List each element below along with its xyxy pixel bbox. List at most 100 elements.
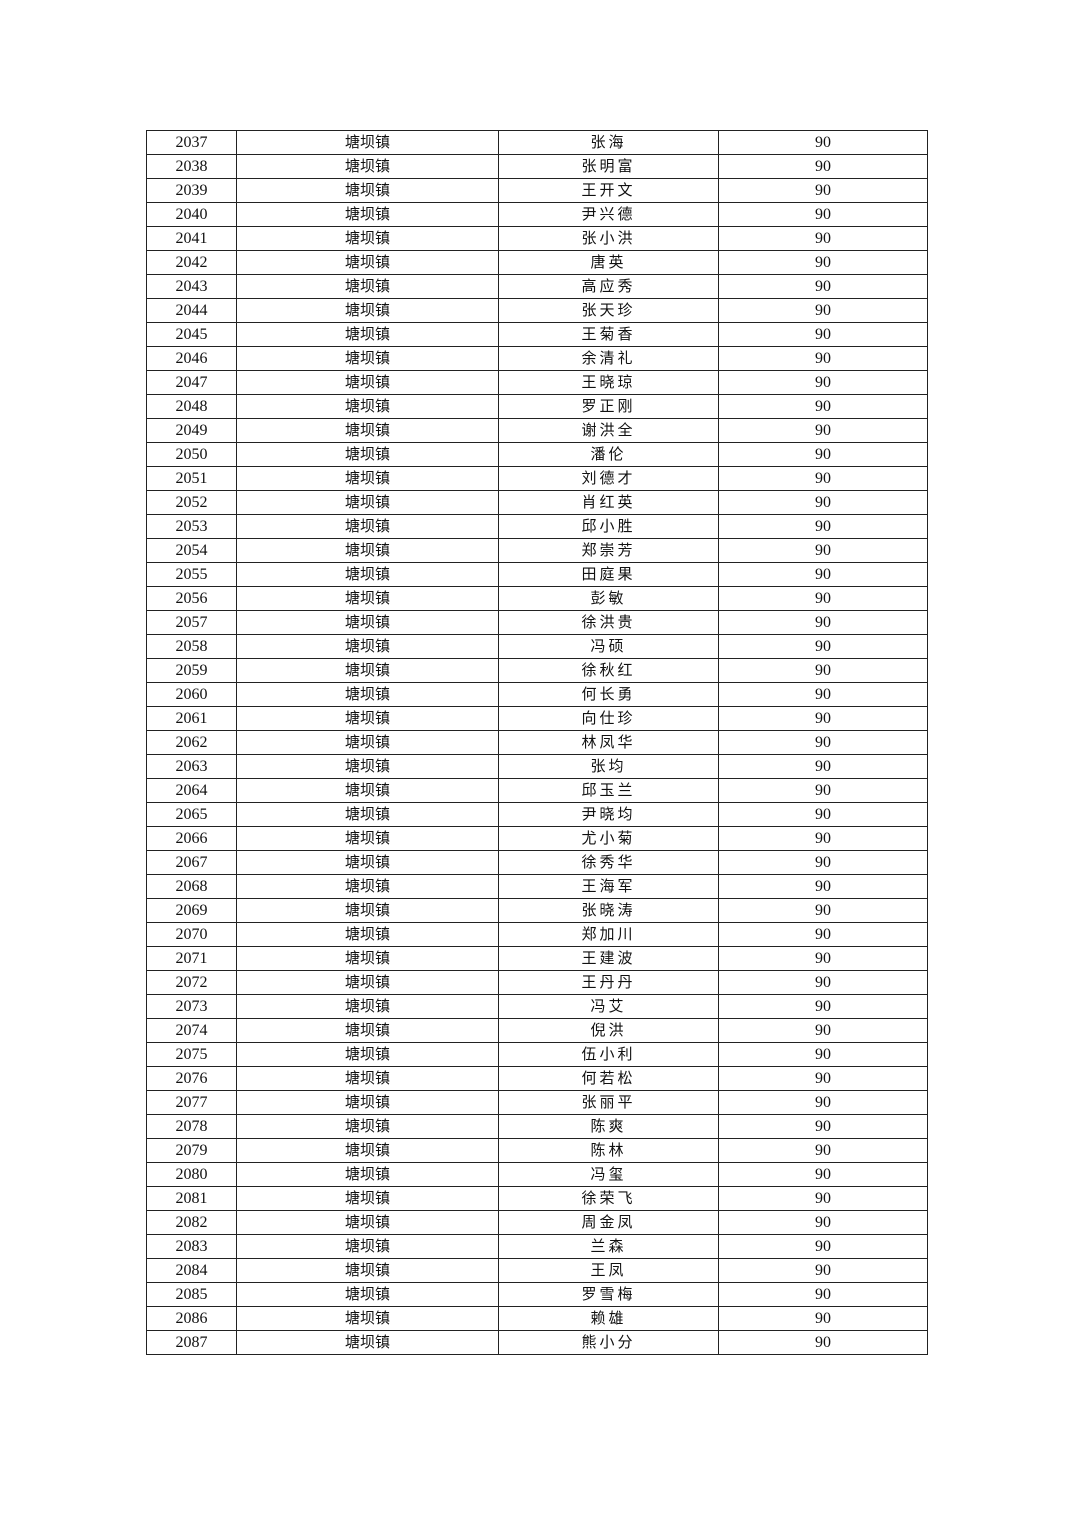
- person-name-cell: 王建波: [498, 946, 719, 971]
- table-row: 2085 塘坝镇 罗雪梅 90: [146, 1282, 928, 1307]
- town-cell: 塘坝镇: [236, 1234, 499, 1259]
- row-number-cell: 2055: [146, 562, 237, 587]
- table-row: 2083 塘坝镇 兰森 90: [146, 1234, 928, 1259]
- person-name-cell: 郑崇芳: [498, 538, 719, 563]
- table-row: 2037 塘坝镇 张海 90: [146, 130, 928, 155]
- row-number-cell: 2049: [146, 418, 237, 443]
- town-cell: 塘坝镇: [236, 634, 499, 659]
- amount-cell: 90: [718, 418, 928, 443]
- person-name-cell: 徐荣飞: [498, 1186, 719, 1211]
- person-name-cell: 冯玺: [498, 1162, 719, 1187]
- row-number-cell: 2071: [146, 946, 237, 971]
- town-cell: 塘坝镇: [236, 898, 499, 923]
- town-cell: 塘坝镇: [236, 1306, 499, 1331]
- row-number-cell: 2043: [146, 274, 237, 299]
- row-number-cell: 2085: [146, 1282, 237, 1307]
- table-row: 2057 塘坝镇 徐洪贵 90: [146, 610, 928, 635]
- table-row: 2068 塘坝镇 王海军 90: [146, 874, 928, 899]
- town-cell: 塘坝镇: [236, 154, 499, 179]
- person-name-cell: 张明富: [498, 154, 719, 179]
- row-number-cell: 2086: [146, 1306, 237, 1331]
- table-row: 2039 塘坝镇 王开文 90: [146, 178, 928, 203]
- table-row: 2074 塘坝镇 倪洪 90: [146, 1018, 928, 1043]
- table-row: 2067 塘坝镇 徐秀华 90: [146, 850, 928, 875]
- table-row: 2048 塘坝镇 罗正刚 90: [146, 394, 928, 419]
- amount-cell: 90: [718, 826, 928, 851]
- row-number-cell: 2083: [146, 1234, 237, 1259]
- table-row: 2087 塘坝镇 熊小分 90: [146, 1330, 928, 1355]
- town-cell: 塘坝镇: [236, 1282, 499, 1307]
- person-name-cell: 尹晓均: [498, 802, 719, 827]
- amount-cell: 90: [718, 922, 928, 947]
- amount-cell: 90: [718, 394, 928, 419]
- row-number-cell: 2054: [146, 538, 237, 563]
- table-row: 2050 塘坝镇 潘伦 90: [146, 442, 928, 467]
- town-cell: 塘坝镇: [236, 658, 499, 683]
- town-cell: 塘坝镇: [236, 1186, 499, 1211]
- person-name-cell: 谢洪全: [498, 418, 719, 443]
- row-number-cell: 2042: [146, 250, 237, 275]
- person-name-cell: 王菊香: [498, 322, 719, 347]
- row-number-cell: 2069: [146, 898, 237, 923]
- row-number-cell: 2060: [146, 682, 237, 707]
- row-number-cell: 2045: [146, 322, 237, 347]
- town-cell: 塘坝镇: [236, 1138, 499, 1163]
- amount-cell: 90: [718, 178, 928, 203]
- table-row: 2047 塘坝镇 王晓琼 90: [146, 370, 928, 395]
- amount-cell: 90: [718, 898, 928, 923]
- table-row: 2044 塘坝镇 张天珍 90: [146, 298, 928, 323]
- row-number-cell: 2077: [146, 1090, 237, 1115]
- town-cell: 塘坝镇: [236, 1090, 499, 1115]
- amount-cell: 90: [718, 1042, 928, 1067]
- amount-cell: 90: [718, 874, 928, 899]
- person-name-cell: 张天珍: [498, 298, 719, 323]
- row-number-cell: 2051: [146, 466, 237, 491]
- person-name-cell: 张小洪: [498, 226, 719, 251]
- amount-cell: 90: [718, 442, 928, 467]
- town-cell: 塘坝镇: [236, 1330, 499, 1355]
- amount-cell: 90: [718, 778, 928, 803]
- person-name-cell: 伍小利: [498, 1042, 719, 1067]
- table-row: 2079 塘坝镇 陈林 90: [146, 1138, 928, 1163]
- amount-cell: 90: [718, 1066, 928, 1091]
- roster-table: 2037 塘坝镇 张海 90 2038 塘坝镇 张明富 90 2039 塘坝镇 王开文 90 2040 塘…: [146, 130, 928, 1355]
- amount-cell: 90: [718, 274, 928, 299]
- amount-cell: 90: [718, 226, 928, 251]
- person-name-cell: 余清礼: [498, 346, 719, 371]
- person-name-cell: 熊小分: [498, 1330, 719, 1355]
- town-cell: 塘坝镇: [236, 418, 499, 443]
- town-cell: 塘坝镇: [236, 298, 499, 323]
- row-number-cell: 2079: [146, 1138, 237, 1163]
- person-name-cell: 王凤: [498, 1258, 719, 1283]
- row-number-cell: 2065: [146, 802, 237, 827]
- row-number-cell: 2059: [146, 658, 237, 683]
- town-cell: 塘坝镇: [236, 274, 499, 299]
- town-cell: 塘坝镇: [236, 730, 499, 755]
- amount-cell: 90: [718, 1018, 928, 1043]
- amount-cell: 90: [718, 730, 928, 755]
- table-row: 2045 塘坝镇 王菊香 90: [146, 322, 928, 347]
- person-name-cell: 潘伦: [498, 442, 719, 467]
- row-number-cell: 2081: [146, 1186, 237, 1211]
- town-cell: 塘坝镇: [236, 610, 499, 635]
- amount-cell: 90: [718, 1330, 928, 1355]
- row-number-cell: 2048: [146, 394, 237, 419]
- town-cell: 塘坝镇: [236, 850, 499, 875]
- person-name-cell: 冯硕: [498, 634, 719, 659]
- table-row: 2077 塘坝镇 张丽平 90: [146, 1090, 928, 1115]
- amount-cell: 90: [718, 658, 928, 683]
- table-row: 2042 塘坝镇 唐英 90: [146, 250, 928, 275]
- table-row: 2072 塘坝镇 王丹丹 90: [146, 970, 928, 995]
- row-number-cell: 2044: [146, 298, 237, 323]
- row-number-cell: 2047: [146, 370, 237, 395]
- person-name-cell: 张均: [498, 754, 719, 779]
- row-number-cell: 2038: [146, 154, 237, 179]
- amount-cell: 90: [718, 1186, 928, 1211]
- person-name-cell: 冯艾: [498, 994, 719, 1019]
- amount-cell: 90: [718, 1282, 928, 1307]
- person-name-cell: 高应秀: [498, 274, 719, 299]
- row-number-cell: 2053: [146, 514, 237, 539]
- table-row: 2086 塘坝镇 赖雄 90: [146, 1306, 928, 1331]
- town-cell: 塘坝镇: [236, 442, 499, 467]
- table-row: 2038 塘坝镇 张明富 90: [146, 154, 928, 179]
